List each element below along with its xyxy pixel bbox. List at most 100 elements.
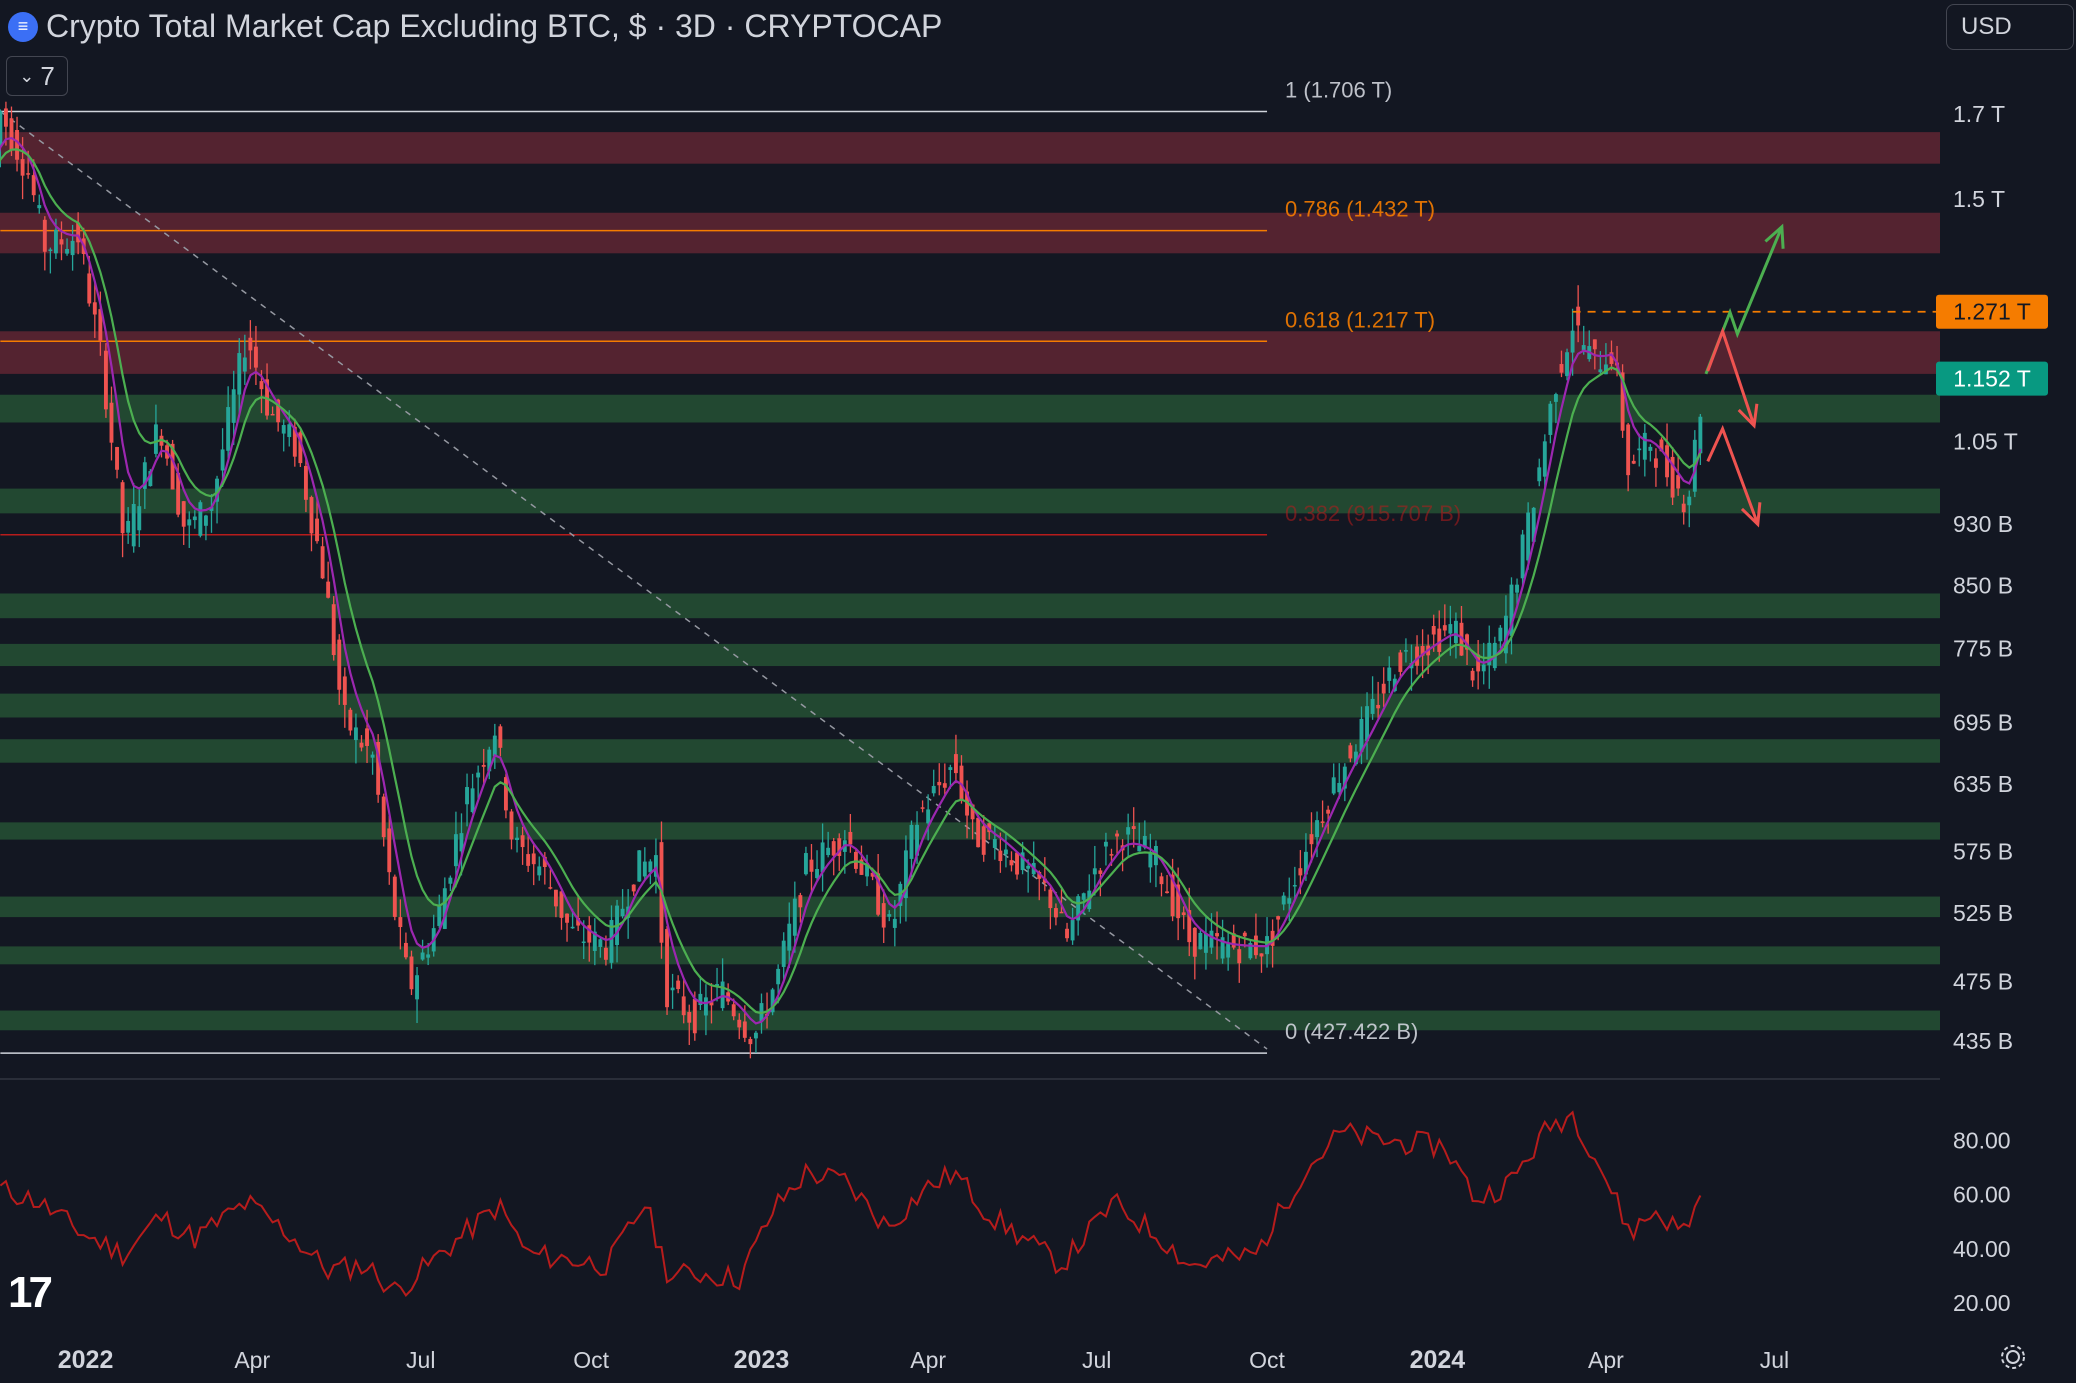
candle-body: [1092, 868, 1097, 875]
candle-body: [520, 835, 525, 848]
candle-body: [609, 920, 614, 963]
candle-body: [948, 767, 953, 770]
candle-body: [231, 389, 236, 423]
candle-body: [1431, 625, 1436, 635]
candle-body: [1565, 352, 1569, 377]
candle-body: [309, 497, 314, 534]
candle-body: [1315, 820, 1319, 838]
candle-body: [709, 1002, 714, 1006]
candle-body: [803, 853, 808, 875]
support-zone: [0, 739, 1940, 763]
candle-body: [126, 520, 131, 533]
time-tick-label: 2023: [734, 1346, 790, 1374]
candle-body: [1215, 933, 1219, 937]
candle-body: [242, 357, 247, 372]
candle-body: [415, 975, 419, 1000]
candle-body: [665, 929, 669, 1008]
price-tick-label: 850 B: [1953, 572, 2013, 598]
candle-body: [1037, 871, 1042, 879]
candle-body: [820, 842, 825, 873]
candle-body: [1503, 615, 1508, 654]
candle-body: [209, 506, 214, 511]
rsi-line: [0, 1110, 1702, 1297]
time-tick-label: Jul: [1082, 1347, 1111, 1373]
candle-body: [926, 809, 931, 824]
candle-body: [48, 249, 53, 252]
candle-body: [798, 895, 803, 908]
candle-body: [15, 130, 19, 160]
candle-body: [1009, 860, 1014, 866]
candle-body: [953, 754, 958, 774]
candle-body: [1603, 364, 1608, 375]
candle-body: [1498, 627, 1503, 642]
chart-title: Crypto Total Market Cap Excluding BTC, $…: [46, 8, 943, 44]
candle-body: [720, 981, 725, 1009]
candle-body: [753, 1032, 758, 1039]
projection-path: [1706, 326, 1756, 427]
currency-selector[interactable]: USD: [1946, 4, 2074, 50]
candle-body: [1381, 683, 1386, 694]
price-tick-label: 525 B: [1953, 900, 2013, 926]
candle-body: [998, 850, 1003, 862]
candle-body: [398, 917, 403, 928]
candle-body: [220, 449, 225, 471]
fib-level-label: 0.786 (1.432 T): [1285, 197, 1435, 222]
candle-body: [1109, 854, 1114, 856]
chevron-down-icon: ⌄: [19, 65, 35, 86]
tradingview-logo-icon: 17: [8, 1268, 53, 1317]
candle-body: [426, 954, 431, 958]
rsi-tick-label: 40.00: [1953, 1236, 2011, 1262]
price-axis: 1.7 T 1.5 T 1.05 T 930 B 850 B 775 B 695 B 635 …: [1936, 101, 2048, 1316]
candle-body: [1065, 928, 1069, 939]
candle-body: [598, 939, 603, 947]
candle-body: [303, 465, 308, 500]
candle-body: [76, 222, 81, 243]
candle-body: [515, 837, 519, 841]
candle-body: [253, 346, 258, 368]
candle-body: [509, 811, 514, 840]
candle-body: [1509, 584, 1514, 636]
candle-body: [376, 742, 381, 795]
candle-body: [326, 581, 331, 598]
candle-body: [737, 1019, 742, 1028]
fib-level-label: 0.618 (1.217 T): [1285, 307, 1435, 332]
candle-body: [826, 847, 831, 856]
candle-body: [1276, 916, 1281, 920]
settings-gear-icon[interactable]: [1998, 1342, 2028, 1372]
candle-body: [137, 506, 142, 531]
candle-body: [915, 824, 919, 856]
candle-body: [1337, 782, 1342, 793]
candle-body: [70, 240, 75, 256]
candle-body: [1137, 845, 1142, 852]
ema-layer: [0, 136, 1702, 1025]
candle-body: [620, 908, 625, 917]
candle-body: [742, 1021, 747, 1038]
ema-fast-line: [0, 136, 1702, 1025]
candle-body: [559, 891, 564, 918]
candle-body: [1437, 628, 1442, 652]
candle-body: [170, 443, 175, 490]
candle-body: [1331, 777, 1336, 794]
candle-body: [1115, 833, 1119, 837]
time-axis: 2022 Apr Jul Oct 2023 Apr Jul Oct 2024 Apr Jul: [58, 1346, 1789, 1374]
candle-body: [409, 956, 414, 990]
candle-body: [587, 925, 592, 943]
candle-body: [248, 337, 253, 351]
candle-body: [181, 501, 186, 527]
candle-body: [865, 863, 869, 877]
candle-body: [226, 407, 231, 451]
candle-body: [1237, 949, 1242, 964]
candle-body: [1420, 645, 1425, 656]
candle-body: [1631, 460, 1636, 464]
indicator-collapse-button[interactable]: ⌄ 7: [6, 56, 68, 96]
candle-body: [365, 728, 369, 746]
candle-body: [1465, 634, 1469, 650]
support-zone: [0, 1010, 1940, 1031]
candle-body: [1309, 834, 1314, 845]
price-label-text: 1.152 T: [1953, 366, 2031, 392]
candle-body: [1476, 654, 1481, 672]
candle-body: [1326, 809, 1331, 814]
candle-body: [42, 219, 47, 252]
resistance-zone: [0, 331, 1940, 374]
